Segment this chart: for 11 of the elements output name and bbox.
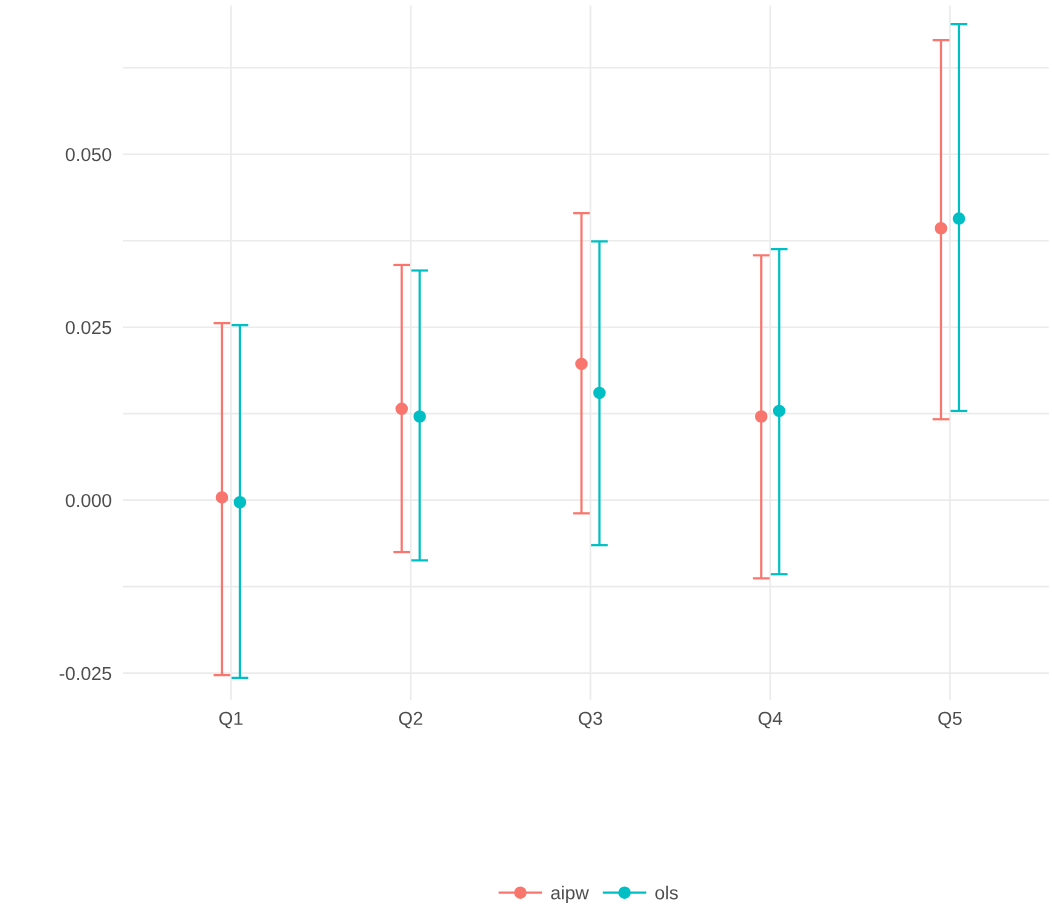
x-tick-label: Q2 [399, 711, 423, 729]
legend-label: ols [655, 885, 678, 900]
y-tick-label: -0.025 [59, 666, 112, 681]
x-tick-label: Q5 [938, 711, 962, 729]
x-tick-label: Q3 [578, 711, 603, 729]
x-tick-label: Q1 [219, 711, 243, 729]
y-tick-label: 0.050 [65, 147, 112, 162]
y-tick-label: 0.025 [65, 320, 112, 335]
y-tick-label: 0.000 [65, 493, 112, 508]
legend-label: aipw [551, 885, 589, 904]
x-tick-label: Q4 [758, 711, 783, 729]
